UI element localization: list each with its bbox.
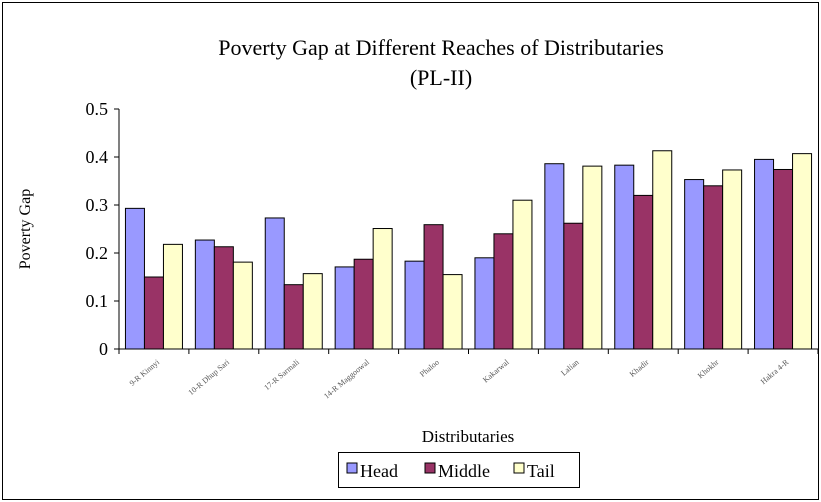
bar-middle-7 bbox=[633, 194, 654, 350]
plot-area: 00.10.20.30.40.59-R Kinnyi 10-R Dhup Sari… bbox=[86, 99, 819, 401]
legend-swatch-head bbox=[346, 462, 358, 474]
legend-label-tail: Tail bbox=[527, 461, 555, 481]
bar-head-1 bbox=[194, 239, 215, 350]
bar-head-6 bbox=[544, 163, 565, 350]
y-tick-label: 0.3 bbox=[86, 195, 109, 215]
bar-head-7 bbox=[614, 164, 635, 350]
bar-middle-3 bbox=[353, 258, 374, 350]
bar-middle-8 bbox=[703, 185, 724, 350]
bar-head-3 bbox=[334, 266, 355, 350]
legend: Head Middle Tail bbox=[338, 452, 580, 488]
bar-middle-4 bbox=[423, 224, 444, 350]
y-tick-label: 0.2 bbox=[86, 243, 109, 263]
chart-subtitle: (PL-II) bbox=[410, 65, 472, 90]
y-tick-label: 0.5 bbox=[86, 99, 109, 119]
bar-tail-5 bbox=[512, 199, 533, 350]
legend-swatch-middle bbox=[424, 462, 436, 474]
legend-swatch-tail bbox=[513, 462, 525, 474]
bar-tail-7 bbox=[652, 150, 673, 350]
bar-tail-3 bbox=[372, 228, 393, 350]
bar-head-4 bbox=[404, 260, 425, 350]
bar-middle-0 bbox=[143, 276, 164, 350]
bar-tail-8 bbox=[722, 169, 743, 350]
bar-tail-2 bbox=[302, 273, 323, 350]
y-tick-label: 0.4 bbox=[86, 147, 109, 167]
bar-middle-9 bbox=[773, 168, 794, 350]
y-tick-label: 0 bbox=[99, 339, 108, 359]
x-axis-title: Distributaries bbox=[422, 427, 515, 446]
bar-head-0 bbox=[124, 207, 145, 350]
bar-head-9 bbox=[754, 158, 775, 350]
bar-tail-0 bbox=[162, 243, 183, 350]
bar-middle-1 bbox=[213, 246, 234, 350]
bar-middle-2 bbox=[283, 284, 304, 350]
y-axis-title: Poverty Gap bbox=[17, 189, 34, 269]
bar-head-5 bbox=[474, 257, 495, 350]
bar-tail-6 bbox=[582, 165, 603, 350]
bar-tail-4 bbox=[442, 274, 463, 350]
legend-label-middle: Middle bbox=[438, 461, 490, 481]
bar-middle-5 bbox=[493, 233, 514, 350]
legend-box bbox=[338, 452, 580, 488]
y-tick-label: 0.1 bbox=[86, 291, 109, 311]
legend-label-head: Head bbox=[360, 461, 398, 481]
bar-tail-9 bbox=[792, 153, 813, 350]
bar-head-8 bbox=[684, 179, 705, 350]
chart-title: Poverty Gap at Different Reaches of Dist… bbox=[218, 35, 664, 60]
bar-tail-1 bbox=[232, 261, 253, 350]
bar-head-2 bbox=[264, 217, 285, 350]
bar-middle-6 bbox=[563, 222, 584, 350]
